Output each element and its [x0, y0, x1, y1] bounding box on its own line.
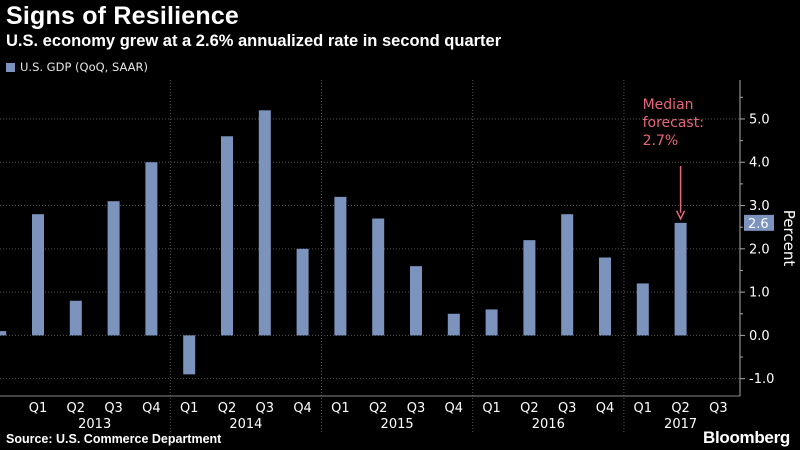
x-tick-label: Q3: [709, 401, 728, 416]
bars-layer: [0, 110, 687, 375]
y-tick-label: 2.0: [749, 242, 770, 257]
x-tick-label: Q4: [142, 401, 161, 416]
grid-layer: [0, 80, 740, 432]
x-tick-label: Q3: [407, 401, 426, 416]
bar: [561, 214, 574, 336]
y-tick-label: 1.0: [749, 286, 770, 301]
brand-logo: Bloomberg: [702, 428, 790, 447]
bar: [69, 300, 82, 336]
x-tick-label: Q1: [331, 401, 350, 416]
bar: [0, 331, 7, 336]
x-tick-label: Q4: [293, 401, 312, 416]
bar: [183, 335, 196, 375]
x-tick-label: Q1: [29, 401, 48, 416]
annotation-layer: Median forecast: 2.7%: [643, 97, 704, 221]
annotation-text: Median: [643, 97, 694, 113]
source-note: Source: U.S. Commerce Department: [6, 432, 222, 446]
x-year-label: 2015: [381, 417, 414, 432]
bar: [107, 201, 120, 336]
last-value-label: 2.6: [748, 217, 769, 232]
x-year-label: 2016: [532, 417, 565, 432]
x-tick-label: Q4: [596, 401, 615, 416]
bar: [636, 283, 649, 336]
y-axis-title: Percent: [780, 210, 798, 267]
bar: [410, 266, 422, 336]
y-tick-label: 5.0: [749, 112, 770, 127]
x-year-label: 2013: [78, 417, 111, 432]
bar: [485, 309, 498, 336]
x-year-label: 2014: [229, 417, 262, 432]
legend: U.S. GDP (QoQ, SAAR): [6, 60, 148, 74]
x-tick-label: Q2: [520, 401, 539, 416]
bar: [145, 162, 158, 336]
bar: [32, 214, 44, 336]
x-tick-label: Q2: [671, 401, 690, 416]
bar: [523, 240, 536, 336]
x-tick-label: Q3: [558, 401, 577, 416]
annotation-arrowhead: [675, 210, 686, 221]
axis-layer: -1.0 0.0 1.0 2.0 3.0 4.0 5.0 Q1 Q2 Q3 Q4 Q1 Q2 Q3 Q4 Q1…: [0, 80, 798, 432]
x-tick-label: Q1: [180, 401, 199, 416]
bar: [674, 222, 687, 336]
legend-label: U.S. GDP (QoQ, SAAR): [20, 60, 149, 74]
x-tick-label: Q2: [67, 401, 86, 416]
y-tick-label: 0.0: [749, 329, 770, 344]
bar: [258, 110, 271, 336]
x-tick-label: Q2: [218, 401, 237, 416]
bar: [599, 257, 611, 336]
x-tick-label: Q2: [369, 401, 388, 416]
last-value-box: [744, 214, 774, 231]
chart-title: Signs of Resilience: [6, 2, 240, 30]
x-tick-label: Q1: [634, 401, 653, 416]
bar: [296, 248, 309, 336]
x-tick-label: Q1: [482, 401, 501, 416]
bar: [447, 313, 460, 336]
annotation-text: forecast:: [643, 115, 704, 131]
y-tick-label: -1.0: [749, 372, 774, 387]
annotation-text: 2.7%: [643, 133, 679, 149]
y-tick-label: 3.0: [749, 199, 770, 214]
x-tick-label: Q3: [104, 401, 123, 416]
x-tick-label: Q3: [256, 401, 275, 416]
y-tick-label: 4.0: [749, 156, 770, 171]
legend-swatch: [6, 62, 15, 72]
bar: [334, 196, 347, 336]
x-tick-label: Q4: [445, 401, 464, 416]
bar: [221, 136, 233, 336]
chart-subtitle: U.S. economy grew at a 2.6% annualized r…: [6, 32, 502, 50]
bar: [372, 218, 385, 336]
x-year-label: 2017: [664, 417, 697, 432]
